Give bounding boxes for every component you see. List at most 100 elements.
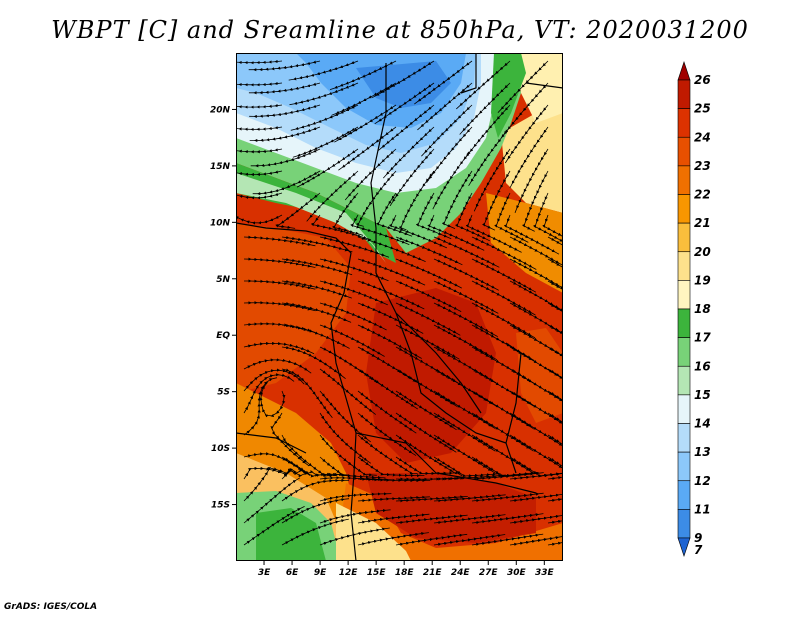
colorbar-label: 20 [694, 245, 711, 259]
lon-tick-label: 27E [479, 568, 499, 578]
coastline-west [236, 222, 357, 561]
colorbar-segment [677, 480, 691, 510]
map-plot [236, 53, 563, 561]
colorbar-segment [677, 365, 691, 396]
colorbar-label: 22 [694, 188, 711, 202]
map-panel [236, 53, 563, 561]
colorbar-label: 18 [694, 302, 711, 316]
streamline [547, 434, 563, 446]
streamline [471, 533, 544, 546]
lon-tick-label: 30E [507, 568, 527, 578]
border-northeast [525, 82, 563, 89]
streamline [542, 214, 563, 238]
colorbar-segment [677, 394, 691, 424]
streamline [236, 214, 283, 225]
border-south [355, 432, 537, 494]
colorbar-segment [677, 108, 691, 138]
border-north-2 [370, 63, 397, 314]
colorbar-segment [677, 194, 691, 224]
colorbar-segment [677, 280, 691, 310]
streamline [547, 412, 563, 423]
colorbar-label: 16 [694, 359, 711, 373]
colorbar-label: 17 [694, 331, 711, 345]
colorbar-label: 14 [694, 417, 711, 431]
lat-tick-label: EQ [216, 331, 230, 341]
streamline [281, 518, 349, 546]
lat-tick-label: 15N [210, 162, 231, 172]
border-central-2 [395, 312, 507, 444]
colorbar-segment [677, 451, 691, 482]
colorbar-segment [677, 509, 691, 539]
streamline [547, 390, 563, 401]
lon-tick-label: 3E [258, 568, 271, 578]
streamline [243, 377, 278, 436]
colorbar-label: 25 [694, 102, 711, 116]
colorbar-label: 7 [694, 543, 703, 557]
map-frame [236, 53, 563, 561]
streamline [509, 536, 563, 546]
colorbar-label: 15 [694, 388, 711, 402]
country-borders [236, 53, 563, 561]
lon-tick-label: 18E [395, 568, 415, 578]
longitude-ticks: 3E 6E 9E 12E 15E 18E 21E 24E 27E 30E 33E [258, 561, 555, 578]
lat-tick-label: 10S [211, 444, 230, 454]
lat-tick-label: 15S [211, 501, 230, 511]
colorbar-label: 26 [694, 73, 711, 87]
lon-tick-label: 15E [367, 568, 387, 578]
lon-tick-label: 24E [451, 568, 471, 578]
streamline [236, 192, 283, 200]
colorbar-segment [677, 423, 691, 453]
field-south-darkred [366, 473, 536, 543]
colorbar-label: 21 [694, 216, 711, 230]
colorbar-label: 19 [694, 273, 711, 287]
colorbar-label: 12 [694, 474, 711, 488]
border-north-1 [460, 53, 477, 94]
colorbar-segment [677, 337, 691, 367]
colorbar-segment [677, 165, 691, 195]
colorbar-segment [677, 222, 691, 253]
colorbar-segment [677, 308, 691, 338]
streamline [509, 493, 563, 503]
streamline [547, 346, 563, 357]
lon-tick-label: 12E [339, 568, 359, 578]
colorbar-bottom-triangle [677, 537, 691, 557]
streamline [509, 472, 563, 481]
streamline [547, 258, 563, 268]
streamline [547, 280, 563, 291]
streamline [357, 456, 425, 478]
colorbar: 26 25 24 23 22 21 20 19 18 17 16 15 14 13 12 11 97 [677, 61, 711, 557]
colorbar-label: 9 [694, 531, 702, 545]
colorbar-segment [677, 136, 691, 167]
border-central [395, 312, 482, 414]
lat-tick-label: 20N [210, 105, 231, 115]
chart-title: WBPT [C] and Sreamline at 850hPa, VT: 20… [51, 16, 749, 44]
lat-tick-label: 5N [216, 275, 230, 285]
border-east-lakes [505, 342, 522, 474]
streamline [243, 358, 312, 374]
streamline [275, 192, 321, 229]
colorbar-label: 11 [694, 502, 711, 516]
latitude-ticks: 20N 15N 10N 5N EQ 5S 10S 15S [210, 105, 236, 511]
lon-tick-label: 6E [286, 568, 299, 578]
wbpt-field [236, 53, 563, 561]
lon-tick-label: 21E [423, 568, 443, 578]
streamline [547, 456, 563, 468]
colorbar-segment [677, 251, 691, 281]
lon-tick-label: 33E [535, 568, 555, 578]
streamline [547, 302, 563, 313]
colorbar-segment [677, 79, 691, 109]
colorbar-top-triangle [677, 61, 691, 81]
streamline [547, 236, 563, 246]
colorbar-label: 24 [694, 130, 711, 144]
lat-tick-label: 5S [217, 388, 230, 398]
colorbar-label: 23 [694, 159, 711, 173]
streamline [509, 514, 563, 524]
border-southwest [236, 432, 307, 454]
lat-tick-label: 10N [210, 218, 231, 228]
colorbar-label: 13 [694, 445, 711, 459]
streamline [547, 324, 563, 335]
streamline [243, 506, 305, 546]
lon-tick-label: 9E [314, 568, 327, 578]
streamline [547, 368, 563, 379]
streamlines [236, 59, 563, 546]
